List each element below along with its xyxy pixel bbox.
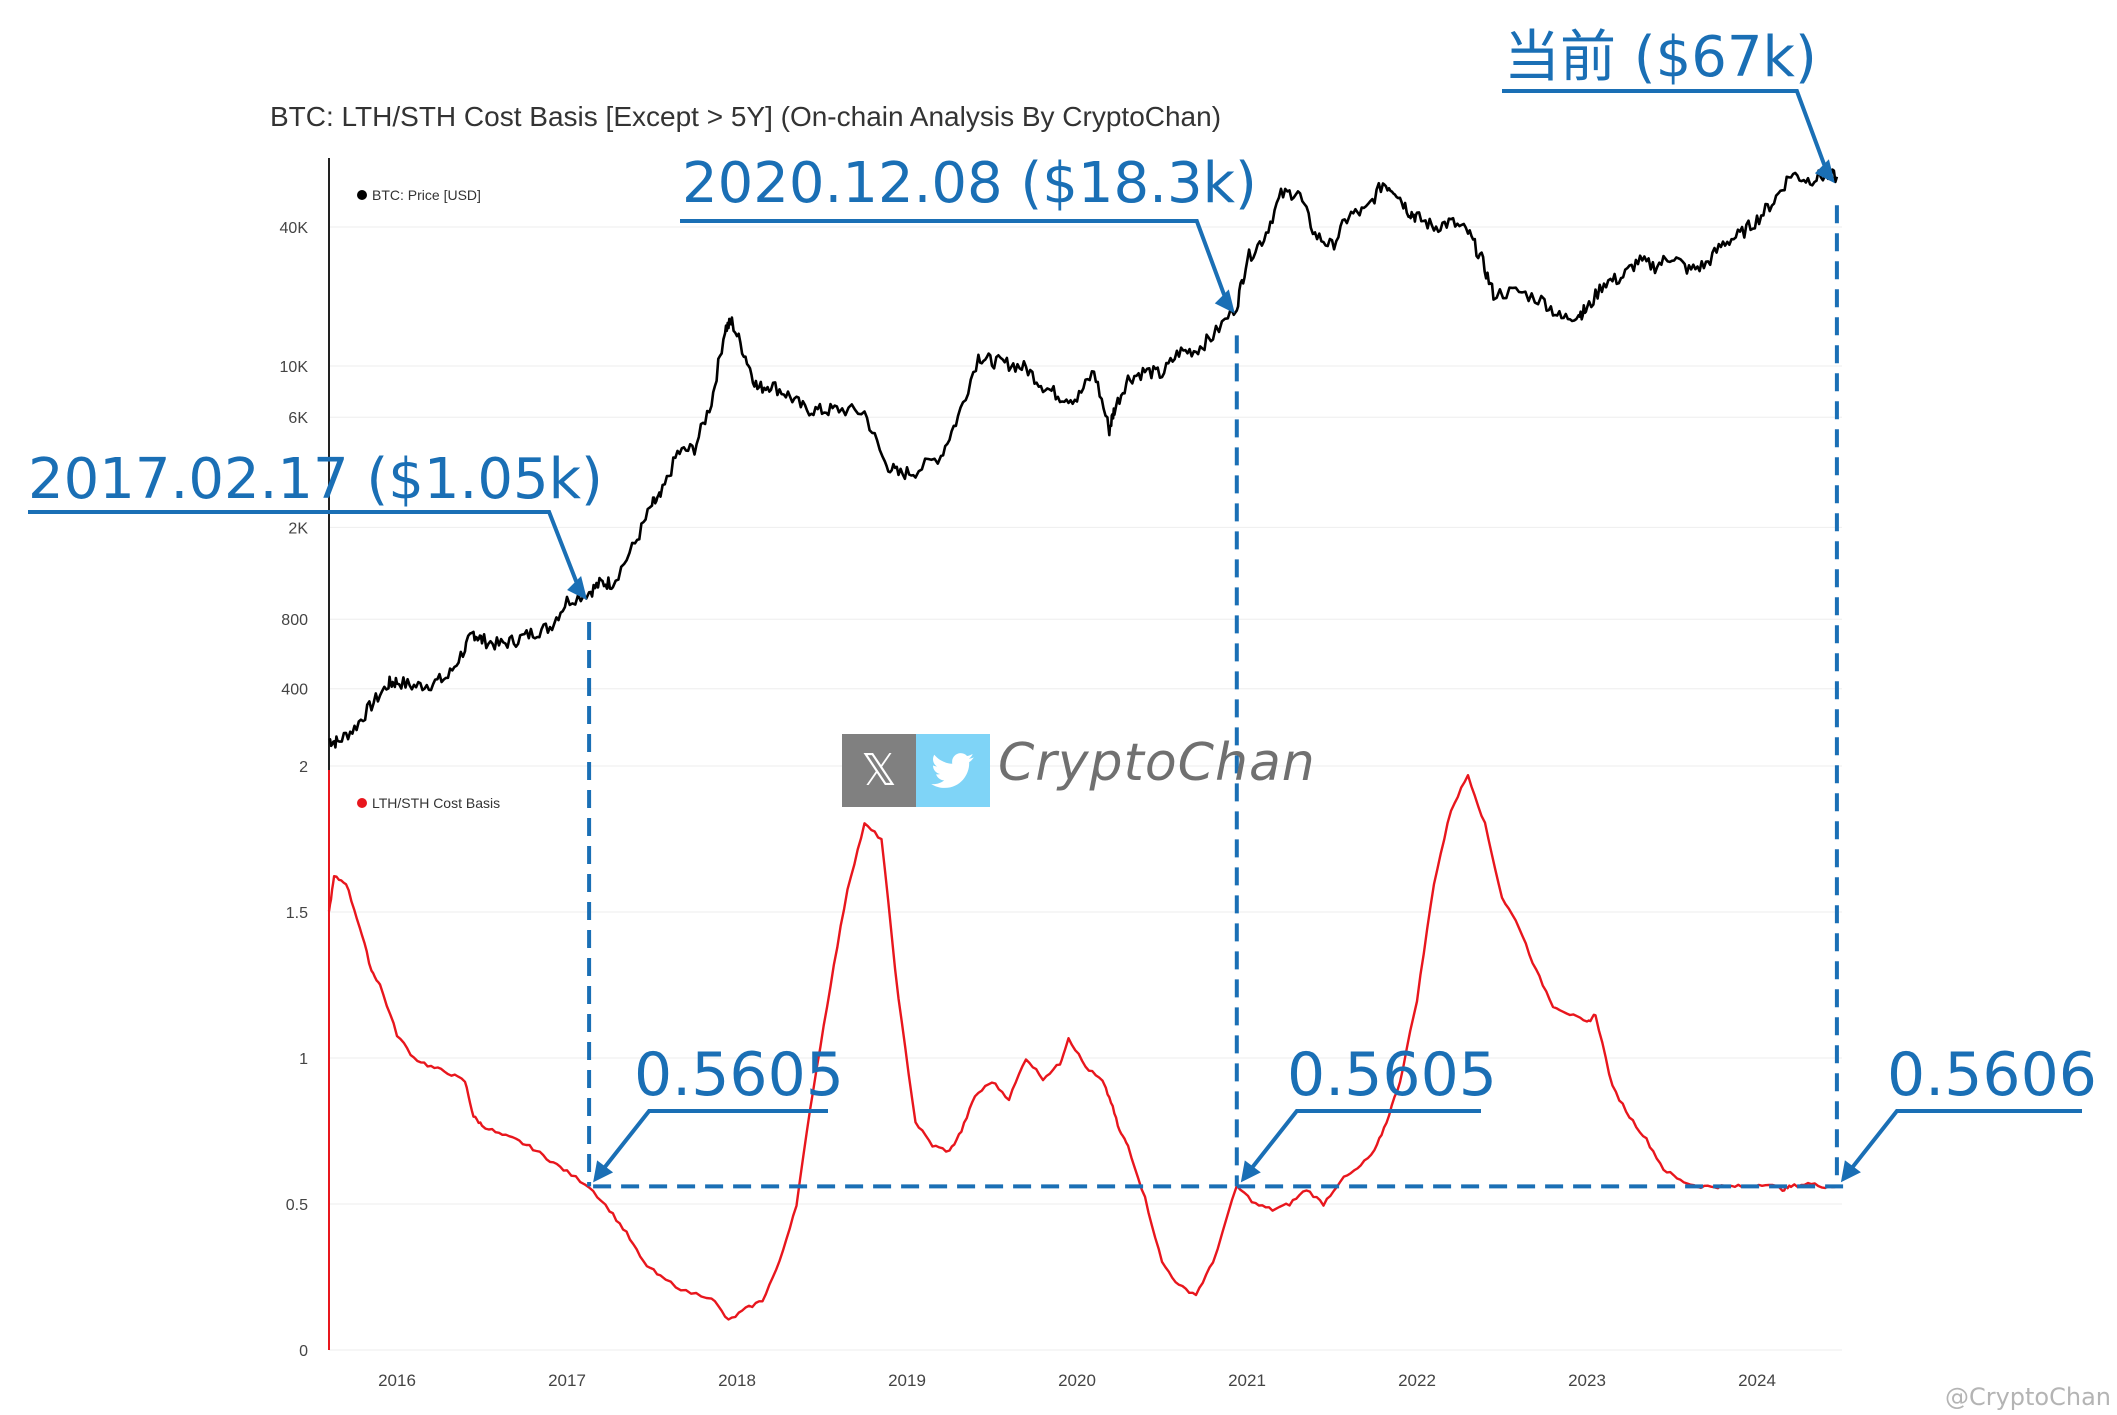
annotation-leader-line bbox=[680, 219, 1231, 309]
price-tick-label: 800 bbox=[281, 612, 308, 629]
price-tick-label: 400 bbox=[281, 682, 308, 699]
x-tick-label: 2022 bbox=[1398, 1371, 1436, 1390]
x-tick-label: 2024 bbox=[1738, 1371, 1776, 1390]
ratio-tick-label: 1.5 bbox=[286, 905, 308, 922]
annotation-leader-line bbox=[1502, 89, 1831, 178]
ratio-tick-label: 2 bbox=[299, 759, 308, 776]
x-logo-icon: 𝕏 bbox=[842, 734, 916, 807]
annotation-layer: 2017.02.17 ($1.05k) 2020.12.08 ($18.3k) 当前… bbox=[28, 25, 2097, 1189]
price-annotation-label: 2020.12.08 ($18.3k) bbox=[682, 151, 1257, 216]
ratio-legend-label: LTH/STH Cost Basis bbox=[372, 795, 500, 811]
ratio-tick-labels: 2 1.5 1 0.5 0 bbox=[286, 759, 308, 1360]
watermark-text: CryptoChan bbox=[998, 733, 1316, 793]
price-legend-label: BTC: Price [USD] bbox=[372, 187, 481, 203]
annotation-arrowhead bbox=[1840, 1160, 1861, 1183]
ratio-tick-label: 1 bbox=[299, 1051, 308, 1068]
x-tick-label: 2019 bbox=[888, 1371, 926, 1390]
price-tick-label: 40K bbox=[280, 220, 309, 237]
series-layer bbox=[327, 167, 1839, 1321]
annotation-arrowhead bbox=[1814, 159, 1835, 184]
annotation-leader-line bbox=[1845, 1109, 2082, 1176]
price-annotation-label: 2017.02.17 ($1.05k) bbox=[28, 447, 603, 512]
x-tick-label: 2021 bbox=[1228, 1371, 1266, 1390]
twitter-bird-icon bbox=[916, 734, 990, 807]
x-tick-label: 2020 bbox=[1058, 1371, 1096, 1390]
annotation-arrowhead bbox=[593, 1160, 614, 1183]
ratio-legend-marker bbox=[357, 798, 367, 808]
annotation-leader-line bbox=[597, 1109, 828, 1176]
price-annotation-label: 当前 ($67k) bbox=[1504, 25, 1817, 90]
x-tick-label: 2023 bbox=[1568, 1371, 1606, 1390]
price-tick-label: 2K bbox=[288, 520, 308, 537]
x-tick-labels: 2016 2017 2018 2019 2020 2021 2022 2023 2024 bbox=[378, 1371, 1776, 1390]
price-legend-marker bbox=[357, 190, 367, 200]
annotation-arrowhead bbox=[1240, 1160, 1261, 1183]
ratio-annotation-label: 0.5605 bbox=[634, 1040, 844, 1110]
x-tick-label: 2018 bbox=[718, 1371, 756, 1390]
ratio-tick-label: 0.5 bbox=[286, 1197, 308, 1214]
price-tick-label: 6K bbox=[288, 410, 308, 427]
price-series-line bbox=[328, 167, 1839, 749]
annotation-leader-line bbox=[28, 510, 583, 595]
price-tick-label: 10K bbox=[280, 359, 309, 376]
ratio-series-line bbox=[327, 774, 1838, 1321]
chart-title: BTC: LTH/STH Cost Basis [Except > 5Y] (O… bbox=[270, 101, 1221, 132]
annotation-leader-line bbox=[1245, 1109, 1481, 1176]
grid-lines bbox=[329, 226, 1842, 1351]
ratio-tick-label: 0 bbox=[299, 1343, 308, 1360]
corner-watermark: @CryptoChan bbox=[1944, 1383, 2111, 1411]
ratio-annotation-label: 0.5606 bbox=[1887, 1040, 2097, 1110]
annotation-arrowhead bbox=[1214, 289, 1235, 314]
ratio-annotation-label: 0.5605 bbox=[1287, 1040, 1497, 1110]
watermark-logo: 𝕏 bbox=[842, 734, 990, 807]
x-tick-label: 2016 bbox=[378, 1371, 416, 1390]
x-tick-label: 2017 bbox=[548, 1371, 586, 1390]
price-tick-labels: 40K 10K 6K 2K 800 400 bbox=[280, 220, 309, 699]
annotation-arrowhead bbox=[567, 575, 588, 600]
